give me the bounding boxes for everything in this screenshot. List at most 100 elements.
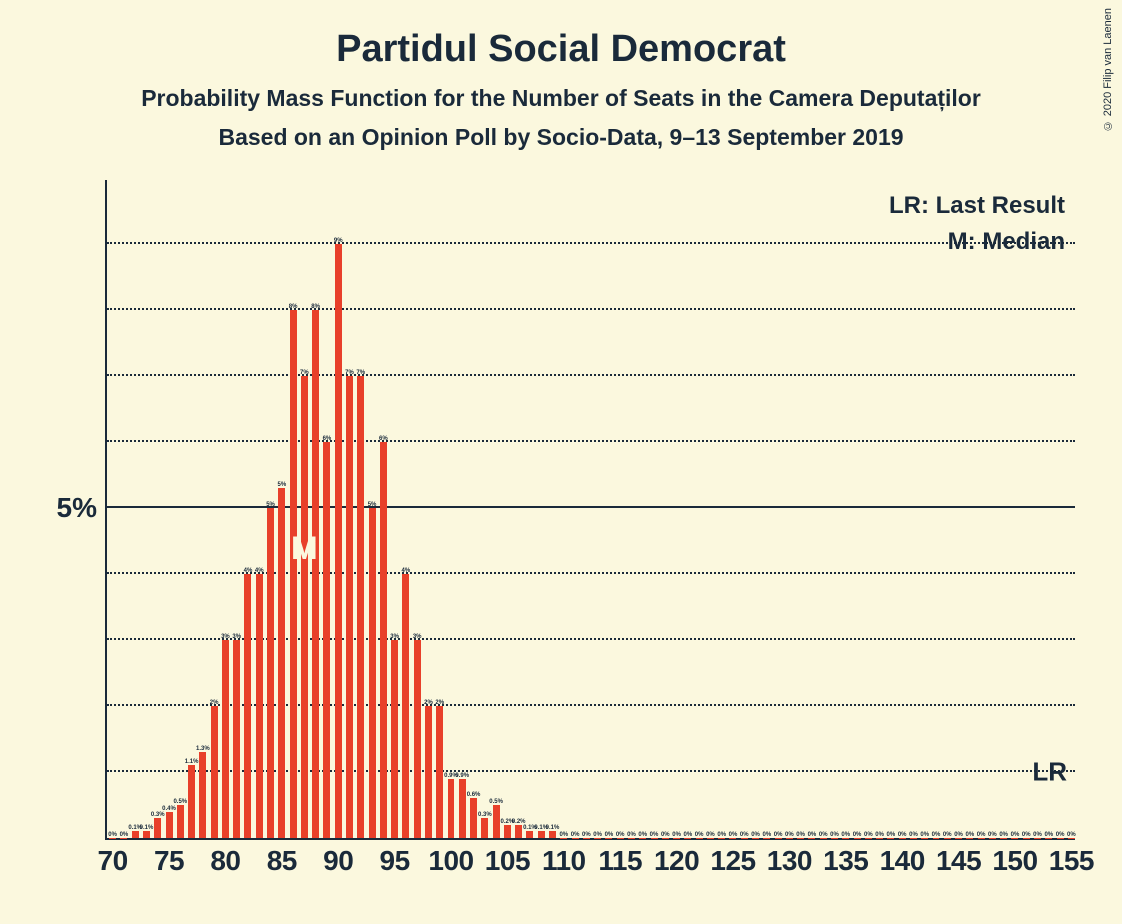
- bar: 0%: [109, 838, 116, 839]
- bar-value-label: 0%: [909, 832, 918, 838]
- bar-value-label: 0%: [616, 832, 625, 838]
- bar: 0.1%: [143, 831, 150, 838]
- bar-value-label: 0%: [819, 832, 828, 838]
- gridline: [107, 374, 1075, 376]
- bar-value-label: 0%: [920, 832, 929, 838]
- bar-value-label: 0%: [774, 832, 783, 838]
- bar-value-label: 0%: [627, 832, 636, 838]
- bar-value-label: 0%: [875, 832, 884, 838]
- bar-value-label: 0%: [751, 832, 760, 838]
- bar: 0.1%: [132, 831, 139, 838]
- plot-area: LR: Last Result M: Median 5%0%0%0.1%0.1%…: [105, 180, 1075, 840]
- bar: 0%: [842, 838, 849, 839]
- bar: 6%: [323, 442, 330, 838]
- bar: 9%: [335, 244, 342, 838]
- bar-value-label: 0%: [988, 832, 997, 838]
- bar: 7%: [357, 376, 364, 838]
- x-axis-tick-label: 85: [267, 845, 297, 877]
- bar-value-label: 0%: [672, 832, 681, 838]
- bar-value-label: 3%: [413, 634, 422, 640]
- bar: 0.9%: [448, 779, 455, 838]
- gridline: [107, 506, 1075, 508]
- chart-area: LR: Last Result M: Median 5%0%0%0.1%0.1%…: [70, 180, 1090, 880]
- bar-value-label: 5%: [368, 502, 377, 508]
- bar: 0.1%: [549, 831, 556, 838]
- bar-value-label: 0.3%: [478, 812, 492, 818]
- bar-value-label: 0.4%: [162, 806, 176, 812]
- bar-value-label: 0%: [108, 832, 117, 838]
- bar-value-label: 4%: [244, 568, 253, 574]
- legend-lr: LR: Last Result: [889, 188, 1065, 224]
- bar-value-label: 0%: [785, 832, 794, 838]
- bar-value-label: 7%: [356, 370, 365, 376]
- gridline: [107, 308, 1075, 310]
- bar: 0%: [1023, 838, 1030, 839]
- bar: 0.5%: [177, 805, 184, 838]
- bar: 4%: [402, 574, 409, 838]
- chart-title: Partidul Social Democrat: [0, 28, 1122, 71]
- bar: 3%: [222, 640, 229, 838]
- bar-value-label: 0%: [593, 832, 602, 838]
- bar: 0%: [989, 838, 996, 839]
- bar-value-label: 0%: [796, 832, 805, 838]
- bar-value-label: 0%: [706, 832, 715, 838]
- bar: 1.1%: [188, 765, 195, 838]
- bar: 8%: [312, 310, 319, 838]
- bar-value-label: 0%: [638, 832, 647, 838]
- bar: 0.3%: [154, 818, 161, 838]
- bar: 4%: [244, 574, 251, 838]
- bar-value-label: 0.9%: [455, 773, 469, 779]
- bar: 0%: [628, 838, 635, 839]
- bar: 0%: [944, 838, 951, 839]
- bar: 0%: [639, 838, 646, 839]
- bar-value-label: 0.5%: [173, 799, 187, 805]
- bar: 0%: [1011, 838, 1018, 839]
- bar: 0%: [797, 838, 804, 839]
- bar-value-label: 6%: [379, 436, 388, 442]
- bar: 0%: [707, 838, 714, 839]
- bar-value-label: 8%: [311, 304, 320, 310]
- bar: 0.3%: [481, 818, 488, 838]
- bar: 0%: [763, 838, 770, 839]
- bar: 0%: [1000, 838, 1007, 839]
- x-axis-tick-label: 120: [654, 845, 699, 877]
- bar-value-label: 0%: [582, 832, 591, 838]
- bar-value-label: 0%: [999, 832, 1008, 838]
- x-axis-tick-label: 90: [323, 845, 353, 877]
- bar: 0.2%: [515, 825, 522, 838]
- x-axis-tick-label: 75: [154, 845, 184, 877]
- bar-value-label: 0%: [841, 832, 850, 838]
- bar-value-label: 0%: [729, 832, 738, 838]
- bar-value-label: 0%: [1011, 832, 1020, 838]
- bar: 0%: [741, 838, 748, 839]
- bar: 2%: [425, 706, 432, 838]
- bar: 5%: [369, 508, 376, 838]
- bar: 0.4%: [166, 812, 173, 838]
- bar: 0%: [729, 838, 736, 839]
- copyright-text: © 2020 Filip van Laenen: [1102, 8, 1114, 131]
- bar-value-label: 0%: [120, 832, 129, 838]
- bar-value-label: 2%: [424, 700, 433, 706]
- bar: 0%: [684, 838, 691, 839]
- bar-value-label: 0%: [887, 832, 896, 838]
- bar: 0%: [572, 838, 579, 839]
- bar: 0%: [978, 838, 985, 839]
- bar: 0%: [933, 838, 940, 839]
- bar: 0%: [752, 838, 759, 839]
- bar: 3%: [414, 640, 421, 838]
- bar: 0%: [966, 838, 973, 839]
- bar-value-label: 0%: [977, 832, 986, 838]
- bar-value-label: 5%: [266, 502, 275, 508]
- bar-value-label: 0%: [650, 832, 659, 838]
- bar: 0.2%: [504, 825, 511, 838]
- bar: 0%: [876, 838, 883, 839]
- bar-value-label: 0.1%: [140, 825, 154, 831]
- bar-value-label: 0%: [684, 832, 693, 838]
- bar-value-label: 8%: [289, 304, 298, 310]
- bar: 0.1%: [526, 831, 533, 838]
- bar: 0%: [617, 838, 624, 839]
- lr-marker: LR: [1032, 757, 1067, 788]
- bar-value-label: 4%: [402, 568, 411, 574]
- bar: 0%: [854, 838, 861, 839]
- bar: 0%: [594, 838, 601, 839]
